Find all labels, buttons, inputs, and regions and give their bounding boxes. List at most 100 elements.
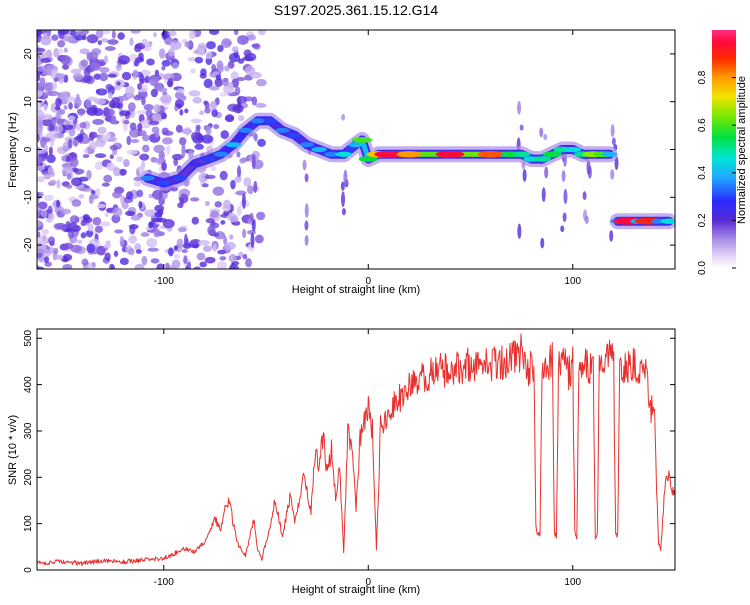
spectrogram-streak (302, 159, 307, 171)
spectrogram-noise-blob (61, 35, 74, 42)
spectrogram-streak (253, 180, 258, 193)
spectrogram-noise-blob (47, 205, 53, 214)
spectrogram-noise-blob (137, 83, 142, 90)
spectrogram-noise-blob (193, 49, 200, 54)
spectrogram-noise-blob (211, 64, 217, 72)
spectrogram-streak (249, 212, 254, 222)
spectrogram-noise-blob (61, 166, 74, 177)
spectrogram-noise-blob (78, 194, 85, 199)
spectrogram-noise-blob (137, 122, 143, 133)
spectrogram-noise-blob (255, 102, 267, 108)
spectrogram-noise-blob (219, 170, 228, 181)
snr-y-tick-label: 0 (23, 567, 34, 573)
spectrogram-noise-blob (126, 149, 138, 155)
spectrogram-noise-blob (224, 65, 230, 72)
spectrogram-noise-blob (194, 143, 204, 150)
spectrogram-noise-blob (141, 255, 148, 266)
spectrogram-x-tick-label: -100 (154, 276, 174, 287)
spectrogram-noise-blob (80, 59, 89, 67)
spectrogram-noise-blob (123, 158, 130, 168)
spectrogram-noise-blob (56, 179, 61, 189)
spectrogram-noise-blob (60, 208, 72, 215)
spectrogram-noise-blob (202, 245, 212, 252)
spectrogram-noise-blob (92, 107, 104, 116)
spectrogram-noise-blob (167, 48, 175, 57)
spectrogram-streak (611, 137, 616, 146)
spectrogram-streak (236, 151, 241, 158)
spectrogram-noise-blob (151, 113, 163, 124)
spectrogram-noise-blob (245, 258, 253, 268)
spectrogram-ridge-peak (335, 151, 353, 157)
spectrogram-noise-blob (63, 105, 68, 110)
spectrogram-streak (341, 208, 346, 216)
spectrogram-noise-blob (133, 181, 141, 187)
spectrogram-noise-blob (100, 38, 109, 43)
spectrogram-streak (242, 228, 247, 239)
spectrogram-noise-blob (228, 264, 240, 269)
spectrogram-noise-blob (190, 131, 199, 141)
spectrogram-noise-blob (161, 127, 169, 136)
spectrogram-noise-blob (56, 119, 65, 124)
spectrogram-noise-blob (182, 95, 187, 101)
spectrogram-noise-blob (74, 31, 84, 36)
spectrogram-noise-blob (136, 189, 144, 198)
spectrogram-noise-blob (161, 65, 166, 71)
spectrogram-noise-blob (89, 131, 98, 139)
snr-x-label: Height of straight line (km) (292, 584, 420, 596)
spectrogram-noise-blob (144, 209, 157, 217)
spectrogram-noise-blob (220, 130, 229, 140)
snr-y-tick-label: 200 (23, 469, 34, 486)
spectrogram-noise-blob (229, 234, 234, 240)
spectrogram-noise-blob (103, 30, 111, 35)
spectrogram-noise-blob (119, 168, 127, 176)
spectrogram-noise-blob (237, 35, 249, 45)
spectrogram-noise-blob (147, 247, 159, 252)
spectrogram-noise-blob (37, 176, 46, 183)
spectrogram-noise-blob (237, 115, 245, 122)
spectrogram-noise-blob (62, 64, 69, 70)
spectrogram-ridge-peak (157, 180, 171, 186)
spectrogram-noise-blob (219, 92, 228, 97)
spectrogram-noise-blob (55, 72, 65, 80)
spectrogram-noise-blob (174, 98, 185, 108)
spectrogram-noise-blob (150, 258, 160, 264)
spectrogram-noise-blob (58, 30, 70, 36)
spectrogram-noise-blob (151, 126, 160, 134)
spectrogram-noise-blob (99, 72, 109, 82)
spectrogram-noise-blob (104, 46, 116, 52)
spectrogram-noise-blob (111, 96, 120, 104)
spectrogram-noise-blob (160, 113, 167, 120)
spectrogram-noise-blob (37, 47, 46, 53)
spectrogram-noise-blob (125, 93, 134, 98)
spectrogram-noise-blob (46, 154, 56, 163)
spectrogram-noise-blob (205, 218, 215, 224)
spectrogram-noise-blob (190, 197, 200, 202)
spectrogram-streak (183, 233, 188, 249)
spectrogram-y-tick-label: 0 (23, 146, 34, 152)
spectrogram-noise-blob (95, 30, 104, 39)
spectrogram-streak (562, 212, 567, 223)
spectrogram-noise-blob (165, 262, 170, 269)
spectrogram-noise-blob (40, 119, 53, 127)
spectrogram-streak (560, 225, 565, 233)
spectrogram-noise-blob (141, 96, 146, 106)
spectrogram-noise-blob (161, 59, 171, 67)
colorbar-tick-label: 0.4 (697, 165, 708, 179)
spectrogram-noise-blob (112, 207, 123, 217)
spectrogram-y-label: Frequency (Hz) (7, 112, 19, 188)
spectrogram-noise-blob (161, 162, 167, 171)
spectrogram-streak (561, 170, 566, 182)
spectrogram-ridge-peak (396, 151, 422, 158)
snr-y-tick-label: 500 (23, 329, 34, 346)
spectrogram-noise-blob (41, 228, 50, 236)
spectrogram-noise-blob (120, 195, 126, 205)
spectrogram-streak (304, 220, 309, 231)
spectrogram-ridge-peak (477, 151, 505, 158)
spectrogram-y-tick-label: 20 (23, 48, 34, 60)
spectrogram-noise-blob (104, 252, 111, 262)
spectrogram-noise-blob (85, 230, 94, 238)
spectrogram-noise-blob (43, 194, 54, 201)
spectrogram-noise-blob (117, 32, 125, 40)
spectrogram-noise-blob (103, 174, 113, 183)
